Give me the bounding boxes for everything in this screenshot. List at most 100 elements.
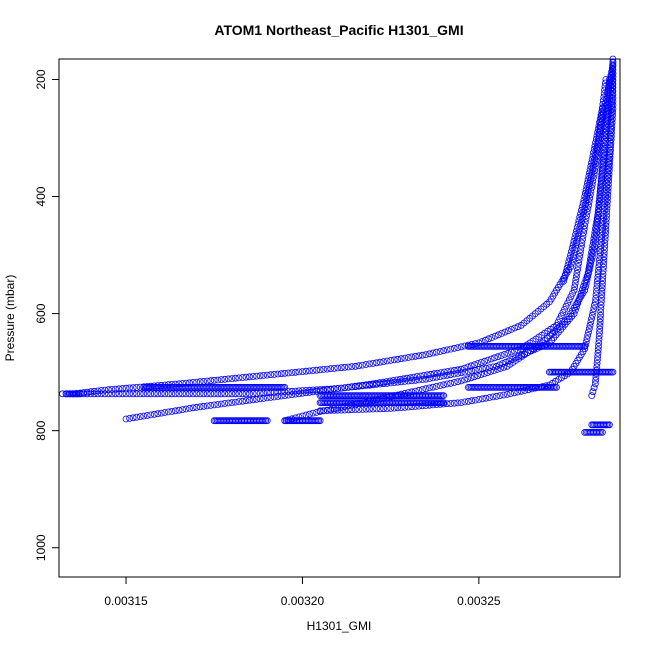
data-point xyxy=(588,253,596,261)
data-point xyxy=(309,409,317,417)
data-point xyxy=(577,210,584,218)
data-point xyxy=(590,149,597,157)
data-point xyxy=(76,390,84,398)
data-point xyxy=(486,394,493,401)
data-point xyxy=(390,356,398,364)
data-point xyxy=(592,139,599,146)
data-point xyxy=(591,243,598,251)
data-point xyxy=(291,387,299,395)
data-point xyxy=(584,176,592,184)
data-point xyxy=(260,417,268,425)
data-point xyxy=(594,270,602,278)
data-point xyxy=(604,187,612,195)
data-point xyxy=(231,390,239,398)
data-point xyxy=(563,316,571,323)
data-point xyxy=(579,199,587,207)
data-point xyxy=(182,390,190,398)
data-point xyxy=(440,392,448,400)
data-point xyxy=(436,348,444,355)
plot-frame xyxy=(58,58,621,578)
data-point xyxy=(608,91,616,99)
data-point xyxy=(578,203,586,211)
data-point xyxy=(417,372,424,380)
data-point xyxy=(471,361,479,369)
data-point xyxy=(605,79,613,87)
data-point xyxy=(586,166,594,173)
data-point xyxy=(567,251,574,259)
data-point xyxy=(369,405,377,413)
data-point xyxy=(436,373,444,381)
data-point xyxy=(203,377,211,385)
data-point xyxy=(580,196,588,204)
data-point xyxy=(553,383,560,391)
data-point xyxy=(468,367,476,375)
data-point xyxy=(217,400,225,408)
data-point xyxy=(487,355,495,363)
data-point xyxy=(600,260,607,268)
data-point xyxy=(415,376,423,384)
data-point xyxy=(606,76,613,83)
data-point xyxy=(608,102,615,110)
data-point xyxy=(590,145,598,153)
data-point xyxy=(497,364,504,372)
data-point xyxy=(483,369,491,377)
data-point xyxy=(517,321,525,329)
data-point xyxy=(607,120,615,127)
data-point xyxy=(580,225,588,233)
data-point xyxy=(601,197,609,204)
data-point xyxy=(348,363,356,371)
data-point xyxy=(588,315,595,323)
data-point xyxy=(604,184,612,192)
data-point xyxy=(477,358,485,366)
data-point xyxy=(210,401,218,409)
data-point xyxy=(493,365,501,373)
data-point xyxy=(418,351,426,359)
data-point xyxy=(260,371,268,379)
data-point xyxy=(119,385,126,392)
data-point xyxy=(274,370,282,378)
data-point xyxy=(362,405,370,413)
data-point xyxy=(480,370,488,378)
data-point xyxy=(383,357,391,365)
data-point xyxy=(295,368,303,376)
y-tick-label: 200 xyxy=(34,69,48,89)
data-point xyxy=(574,266,581,274)
data-point xyxy=(602,79,609,87)
data-point xyxy=(344,363,352,371)
data-point xyxy=(597,238,605,246)
data-point xyxy=(586,169,593,177)
data-point xyxy=(578,206,585,214)
data-point xyxy=(501,328,509,336)
data-point xyxy=(464,363,472,371)
data-point xyxy=(590,305,598,313)
data-point xyxy=(161,409,169,416)
data-point xyxy=(493,392,500,400)
data-point xyxy=(587,255,594,263)
data-point xyxy=(562,268,570,275)
data-point xyxy=(217,390,225,398)
x-axis-label: H1301_GMI xyxy=(307,619,372,633)
data-point xyxy=(429,374,437,382)
data-point xyxy=(561,274,568,282)
data-point xyxy=(457,369,465,377)
data-point xyxy=(595,335,603,343)
data-point xyxy=(583,212,590,219)
x-tick-label: 0.00315 xyxy=(104,594,148,608)
data-point xyxy=(581,218,589,226)
data-point xyxy=(471,396,479,404)
data-point xyxy=(571,234,579,242)
data-point xyxy=(568,244,576,252)
data-point xyxy=(588,245,596,253)
data-point xyxy=(563,264,571,272)
data-point xyxy=(606,421,613,429)
data-point xyxy=(590,246,598,254)
data-point xyxy=(491,354,498,362)
data-point xyxy=(582,189,589,197)
data-point xyxy=(599,217,607,225)
data-point xyxy=(214,390,222,398)
data-point xyxy=(443,400,451,408)
data-point xyxy=(571,283,579,291)
data-point xyxy=(599,224,607,232)
data-point xyxy=(186,390,193,398)
